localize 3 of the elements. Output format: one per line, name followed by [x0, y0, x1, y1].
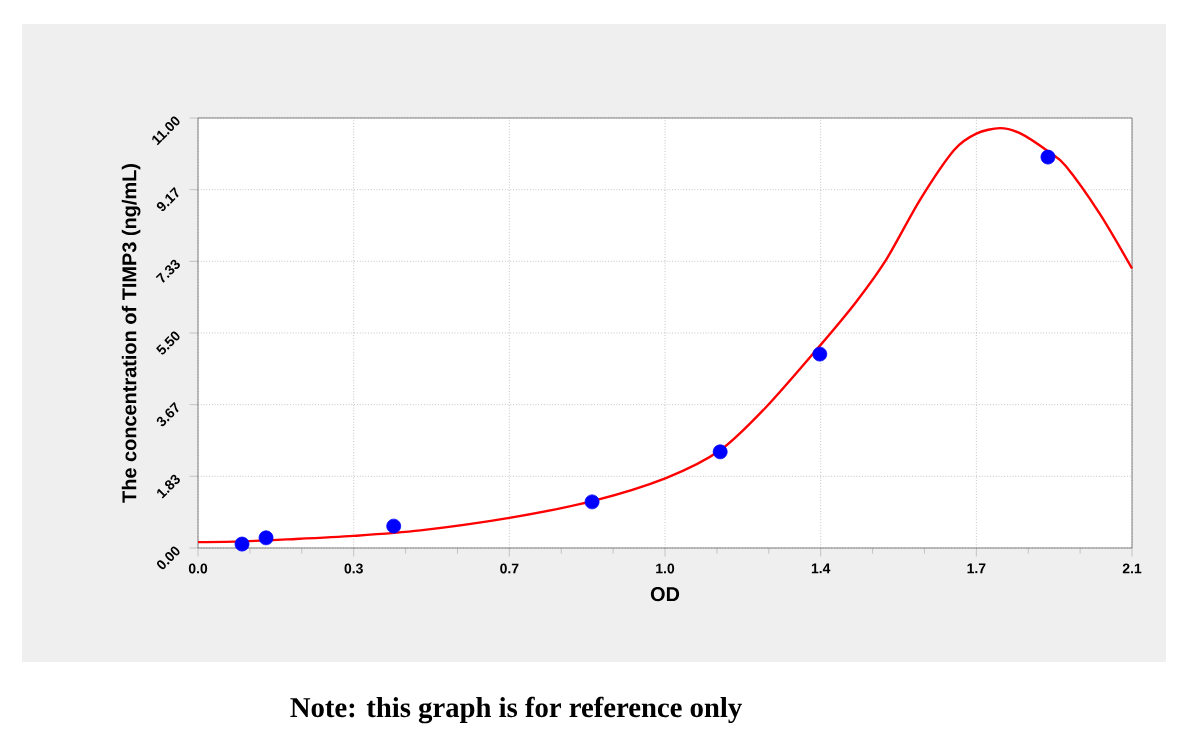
- text: Note: this graph is for reference only: [290, 696, 742, 724]
- x-axis-title: OD: [650, 587, 680, 602]
- y-axis-title: The concentration of TIMP3 (ng/mL): [121, 164, 141, 503]
